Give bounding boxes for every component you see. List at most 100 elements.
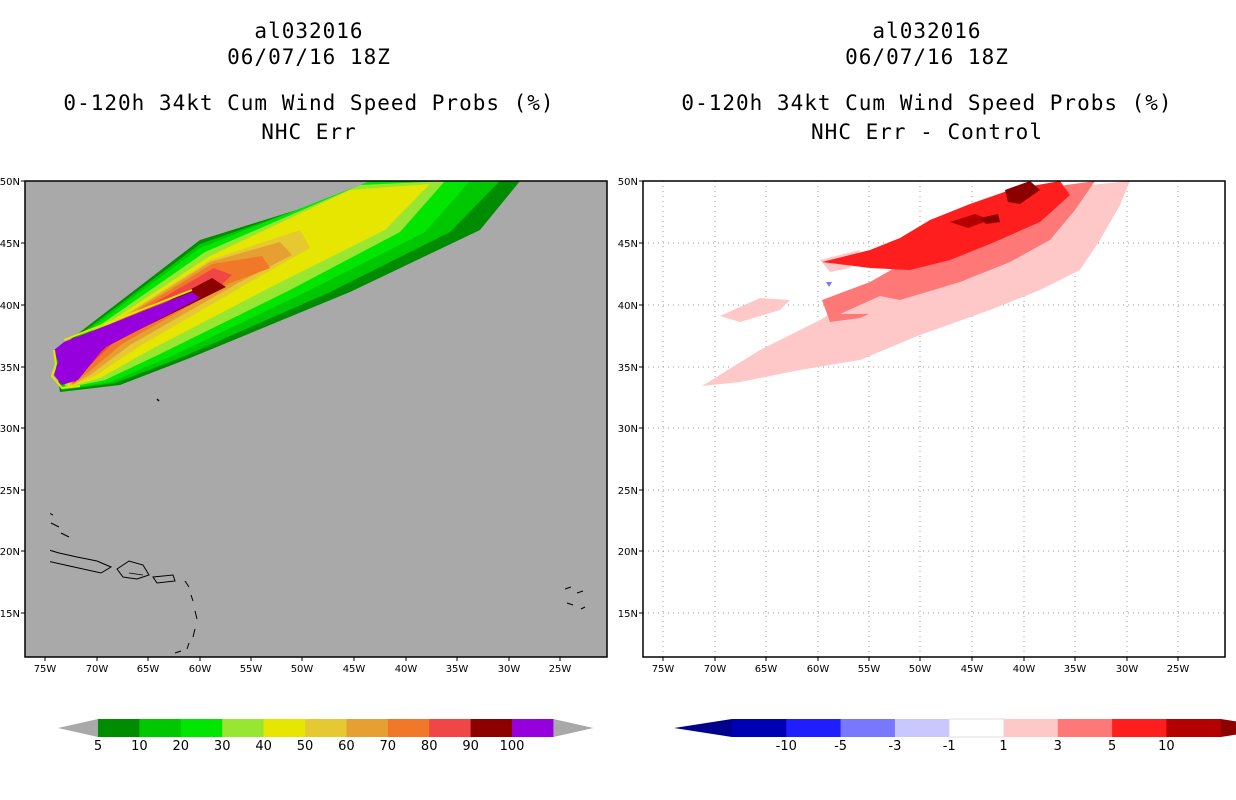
colorbar-swatch [139, 719, 182, 737]
lat-label: 20N [618, 547, 638, 558]
right-datetime: 06/07/16 18Z [845, 45, 1009, 69]
lon-label: 75W [652, 664, 675, 675]
colorbar-label: 80 [421, 739, 438, 754]
colorbar-label: -5 [834, 739, 847, 754]
colorbar-swatch [1166, 719, 1222, 737]
lat-label: 15N [618, 609, 638, 620]
lon-label: 35W [1064, 664, 1087, 675]
lat-label: 35N [618, 363, 638, 374]
lon-label: 45W [961, 664, 984, 675]
lat-label: 50N [0, 177, 20, 188]
colorbar-right-arrow [553, 719, 594, 737]
colorbar-swatch [512, 719, 554, 737]
lon-label: 40W [1013, 664, 1036, 675]
colorbar-swatch [470, 719, 513, 737]
colorbar-swatch [387, 719, 430, 737]
right-colorbar: -10 -5 -3 -1 1 3 5 10 [674, 718, 1236, 754]
colorbar-label: 50 [297, 739, 314, 754]
colorbar-label: 90 [462, 739, 479, 754]
colorbar-swatch [786, 719, 842, 737]
left-probability-swath [50, 181, 520, 392]
colorbar-swatch [1112, 719, 1167, 737]
colorbar-label: 20 [173, 739, 190, 754]
colorbar-label: 10 [131, 739, 148, 754]
lon-label: 25W [549, 664, 572, 675]
colorbar-swatch [1003, 719, 1059, 737]
lon-label: 50W [909, 664, 932, 675]
lon-label: 30W [1116, 664, 1139, 675]
colorbar-left-arrow [58, 719, 98, 737]
lon-label: 55W [240, 664, 263, 675]
lat-label: 30N [0, 424, 20, 435]
colorbar-swatch [98, 719, 140, 737]
left-storm-id: al032016 [254, 19, 364, 43]
lon-label: 40W [395, 664, 418, 675]
lon-label: 45W [343, 664, 366, 675]
colorbar-right-arrow [1220, 719, 1236, 737]
lat-label: 30N [618, 424, 638, 435]
colorbar-label: 40 [255, 739, 272, 754]
colorbar-label: 5 [94, 739, 102, 754]
colorbar-label: 5 [1108, 739, 1116, 754]
right-lon-labels: 75W 70W 65W 60W 55W 50W 45W 40W 35W 30W 25W [652, 657, 1190, 675]
lat-label: 50N [618, 177, 638, 188]
colorbar-label: 100 [500, 739, 525, 754]
colorbar-label: 3 [1054, 739, 1062, 754]
lat-label: 25N [0, 486, 20, 497]
lat-label: 40N [618, 301, 638, 312]
colorbar-swatch [263, 719, 306, 737]
colorbar-label: 30 [214, 739, 231, 754]
colorbar-swatch [894, 719, 950, 737]
left-plot-subtitle: NHC Err [261, 120, 357, 144]
lat-label: 35N [0, 363, 20, 374]
colorbar-swatch [1057, 719, 1113, 737]
colorbar-swatch [948, 718, 1005, 738]
colorbar-swatch [346, 719, 389, 737]
left-plot-title: 0-120h 34kt Cum Wind Speed Probs (%) [63, 91, 555, 115]
colorbar-swatch [732, 719, 787, 737]
lon-label: 65W [137, 664, 160, 675]
colorbar-label: -10 [776, 739, 797, 754]
lat-label: 45N [0, 239, 20, 250]
colorbar-label: -3 [888, 739, 901, 754]
colorbar-label: 60 [338, 739, 355, 754]
colorbar-label: 10 [1158, 739, 1175, 754]
lon-label: 55W [858, 664, 881, 675]
lon-label: 65W [755, 664, 778, 675]
left-lat-labels: 50N 45N 40N 35N 30N 25N 20N 15N [0, 177, 25, 620]
right-map-frame [642, 180, 1226, 658]
lon-label: 25W [1167, 664, 1190, 675]
right-plot-title: 0-120h 34kt Cum Wind Speed Probs (%) [681, 91, 1173, 115]
right-lat-labels: 50N 45N 40N 35N 30N 25N 20N 15N [618, 177, 643, 620]
lat-label: 15N [0, 609, 20, 620]
colorbar-label: -1 [943, 739, 956, 754]
colorbar-left-arrow [674, 719, 732, 737]
lon-label: 70W [86, 664, 109, 675]
colorbar-swatch [840, 719, 896, 737]
lon-label: 30W [498, 664, 521, 675]
lat-label: 20N [0, 547, 20, 558]
lon-label: 70W [704, 664, 727, 675]
right-difference-field [702, 181, 1130, 386]
lat-label: 45N [618, 239, 638, 250]
left-datetime: 06/07/16 18Z [227, 45, 391, 69]
left-map-panel: 50N 45N 40N 35N 30N 25N 20N 15N 75W 70W 65W 60W 55W… [0, 177, 608, 675]
lon-label: 50W [291, 664, 314, 675]
left-colorbar: 5 10 20 30 40 50 60 70 80 90 100 [58, 719, 594, 754]
colorbar-label: 70 [380, 739, 397, 754]
lon-label: 75W [34, 664, 57, 675]
right-plot-subtitle: NHC Err - Control [811, 120, 1043, 144]
lat-label: 25N [618, 486, 638, 497]
lon-label: 60W [807, 664, 830, 675]
colorbar-label: 1 [999, 739, 1007, 754]
left-map-frame [24, 180, 608, 658]
colorbar-swatch [180, 719, 223, 737]
left-lon-labels: 75W 70W 65W 60W 55W 50W 45W 40W 35W 30W 25W [34, 657, 572, 675]
right-storm-id: al032016 [872, 19, 982, 43]
lat-label: 40N [0, 301, 20, 312]
right-map-panel: 50N 45N 40N 35N 30N 25N 20N 15N 75W 70W 65W 60W 55W… [618, 177, 1226, 675]
lon-label: 60W [189, 664, 212, 675]
colorbar-swatch [305, 719, 347, 737]
colorbar-swatch [222, 719, 265, 737]
